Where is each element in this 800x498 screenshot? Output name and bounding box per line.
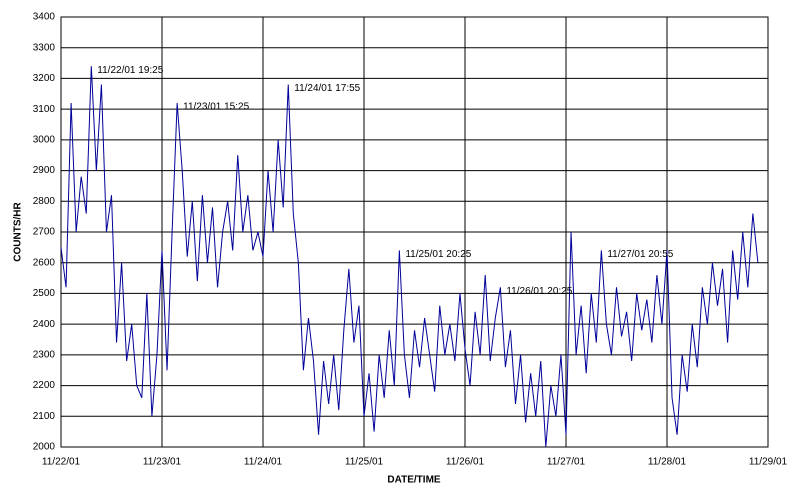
y-tick-label: 2700 — [33, 227, 56, 238]
x-tick-label: 11/25/01 — [345, 457, 384, 468]
y-tick-label: 3100 — [33, 104, 56, 115]
annotation: 11/24/01 17:55 — [294, 83, 360, 94]
annotation: 11/25/01 20:25 — [405, 249, 471, 260]
x-tick-label: 11/23/01 — [143, 457, 182, 468]
y-tick-label: 3300 — [33, 42, 56, 53]
x-tick-label: 11/22/01 — [42, 457, 81, 468]
y-tick-label: 2300 — [33, 349, 56, 360]
y-tick-label: 2100 — [33, 411, 56, 422]
y-tick-label: 3000 — [33, 134, 56, 145]
y-tick-label: 2500 — [33, 288, 56, 299]
x-tick-label: 11/24/01 — [244, 457, 283, 468]
x-tick-label: 11/27/01 — [547, 457, 586, 468]
annotation: 11/27/01 20:55 — [607, 249, 673, 260]
x-axis-title: DATE/TIME — [387, 475, 440, 486]
y-tick-label: 3400 — [33, 12, 56, 23]
x-tick-label: 11/26/01 — [446, 457, 485, 468]
y-axis-title: COUNTS/HR — [13, 202, 24, 262]
y-tick-label: 2600 — [33, 257, 56, 268]
annotation: 11/26/01 20:25 — [506, 286, 572, 297]
annotation: 11/22/01 19:25 — [97, 65, 163, 76]
x-tick-label: 11/29/01 — [749, 457, 788, 468]
annotation: 11/23/01 15:25 — [183, 102, 249, 113]
y-tick-label: 2900 — [33, 165, 56, 176]
data-line — [60, 66, 759, 448]
y-tick-label: 2800 — [33, 196, 56, 207]
y-tick-label: 2200 — [33, 380, 56, 391]
y-tick-label: 2000 — [33, 442, 56, 453]
y-tick-label: 3200 — [33, 73, 56, 84]
x-tick-label: 11/28/01 — [648, 457, 687, 468]
y-tick-label: 2400 — [33, 319, 56, 330]
